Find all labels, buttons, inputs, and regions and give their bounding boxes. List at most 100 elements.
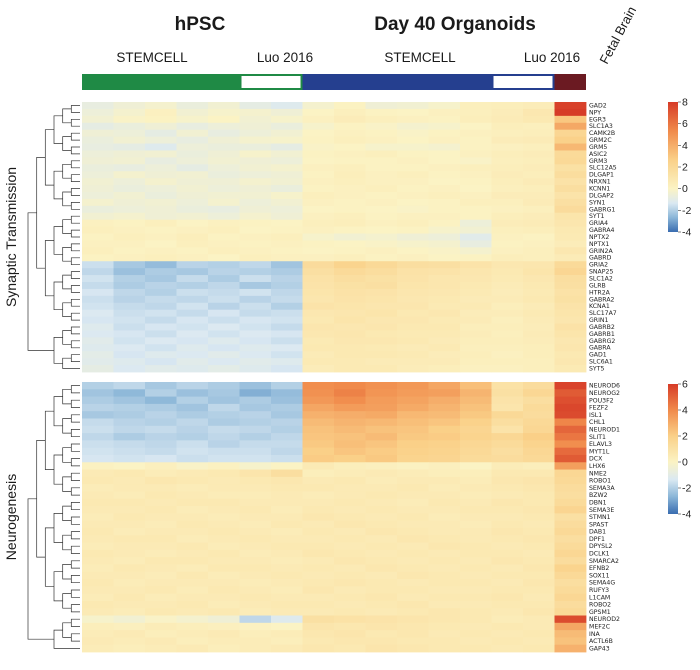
heatmap-cell xyxy=(271,136,303,144)
heatmap-cell xyxy=(302,557,335,565)
heatmap-cell xyxy=(176,411,209,419)
heatmap-cell xyxy=(397,143,429,151)
heatmap-cell xyxy=(271,535,303,543)
heatmap-cell xyxy=(271,108,303,117)
heatmap-cell xyxy=(113,240,146,248)
luo-right-label: Luo 2016 xyxy=(524,50,580,65)
group-bar-1 xyxy=(239,74,303,90)
heatmap-cell xyxy=(113,129,146,138)
heatmap-cell xyxy=(82,143,114,151)
heatmap-cell xyxy=(365,295,398,304)
heatmap-cell xyxy=(365,205,398,214)
gene-label: DCX xyxy=(589,456,603,463)
heatmap-cell xyxy=(554,233,587,241)
heatmap-cell xyxy=(176,330,209,338)
heatmap-cell xyxy=(239,447,272,456)
heatmap-cell xyxy=(113,288,146,297)
heatmap-cell xyxy=(397,254,429,262)
heatmap-cell xyxy=(302,396,335,405)
heatmap-cell xyxy=(176,254,209,262)
heatmap-cell xyxy=(523,212,555,221)
heatmap-cell xyxy=(145,608,177,616)
heatmap-cell xyxy=(334,157,366,165)
heatmap-cell xyxy=(365,454,398,463)
gene-label: DCLK1 xyxy=(589,551,610,558)
heatmap-cell xyxy=(397,358,429,366)
heatmap-cell xyxy=(82,535,114,543)
heatmap-cell xyxy=(113,108,146,117)
heatmap-cell xyxy=(82,433,114,441)
heatmap-cell xyxy=(365,630,398,638)
heatmap-cell xyxy=(397,403,429,412)
heatmap-cell xyxy=(176,268,209,276)
heatmap-cell xyxy=(208,418,240,427)
gene-label: GABRG1 xyxy=(589,206,615,213)
heatmap-cell xyxy=(271,447,303,456)
heatmap-cell xyxy=(428,108,461,117)
heatmap-cell xyxy=(365,365,398,373)
heatmap-cell xyxy=(365,122,398,131)
heatmap-cell xyxy=(554,212,587,221)
heatmap-cell xyxy=(334,637,366,646)
heatmap-cell xyxy=(302,579,335,587)
dendrogram-branch xyxy=(70,105,80,113)
heatmap-cell xyxy=(365,622,398,631)
heatmap-cell xyxy=(491,102,524,110)
heatmap-cell xyxy=(113,316,146,324)
heatmap-cell xyxy=(145,396,177,405)
heatmap-cell xyxy=(334,309,366,318)
heatmap-cell xyxy=(460,498,492,507)
heatmap-cell xyxy=(365,330,398,338)
heatmap-cell xyxy=(271,212,303,221)
heatmap-cell xyxy=(554,513,587,522)
heatmap-cell xyxy=(523,185,555,193)
heatmap-cell xyxy=(554,389,587,397)
heatmap-cell xyxy=(365,288,398,297)
heatmap-cell xyxy=(334,164,366,172)
heatmap-cell xyxy=(113,520,146,529)
heatmap-cell xyxy=(554,411,587,419)
gene-label: SLIT1 xyxy=(589,434,606,441)
heatmap-cell xyxy=(239,254,272,262)
heatmap-cell xyxy=(523,330,555,338)
heatmap-cell xyxy=(554,549,587,558)
heatmap-cell xyxy=(460,164,492,172)
heatmap-cell xyxy=(302,425,335,434)
heatmap-cell xyxy=(302,622,335,631)
heatmap-cell xyxy=(554,600,587,609)
gene-label: SEMA3E xyxy=(589,507,614,514)
heatmap-cell xyxy=(82,171,114,179)
heatmap-cell xyxy=(334,527,366,536)
heatmap-cell xyxy=(302,323,335,331)
heatmap-cell xyxy=(334,425,366,434)
heatmap-cell xyxy=(460,586,492,595)
gene-label: NPY xyxy=(589,109,601,116)
heatmap-cell xyxy=(302,115,335,124)
heatmap-cell xyxy=(176,102,209,110)
dendrogram xyxy=(27,105,80,649)
heatmap-cell xyxy=(302,411,335,419)
heatmap-cell xyxy=(271,122,303,131)
heatmap-cell xyxy=(271,527,303,536)
heatmap-cell xyxy=(113,157,146,165)
heatmap-cell xyxy=(460,261,492,269)
heatmap-cell xyxy=(145,233,177,241)
heatmap-cell xyxy=(145,150,177,158)
heatmap-cell xyxy=(208,115,240,124)
heatmap-cell xyxy=(554,418,587,427)
heatmap-cell xyxy=(271,157,303,165)
gene-label: SMARCA2 xyxy=(589,558,619,565)
dendrogram-branch xyxy=(70,229,80,238)
heatmap-cell xyxy=(176,240,209,248)
heatmap-cell xyxy=(397,192,429,200)
heatmap-cell xyxy=(460,593,492,602)
heatmap-cell xyxy=(491,557,524,565)
heatmap-cell xyxy=(208,240,240,248)
heatmap-cell xyxy=(334,608,366,616)
heatmap-cell xyxy=(523,403,555,412)
heatmap-cell xyxy=(397,157,429,165)
heatmap-cell xyxy=(397,330,429,338)
heatmap-cell xyxy=(523,268,555,276)
heatmap-cell xyxy=(397,164,429,172)
heatmap-cell xyxy=(554,122,587,131)
